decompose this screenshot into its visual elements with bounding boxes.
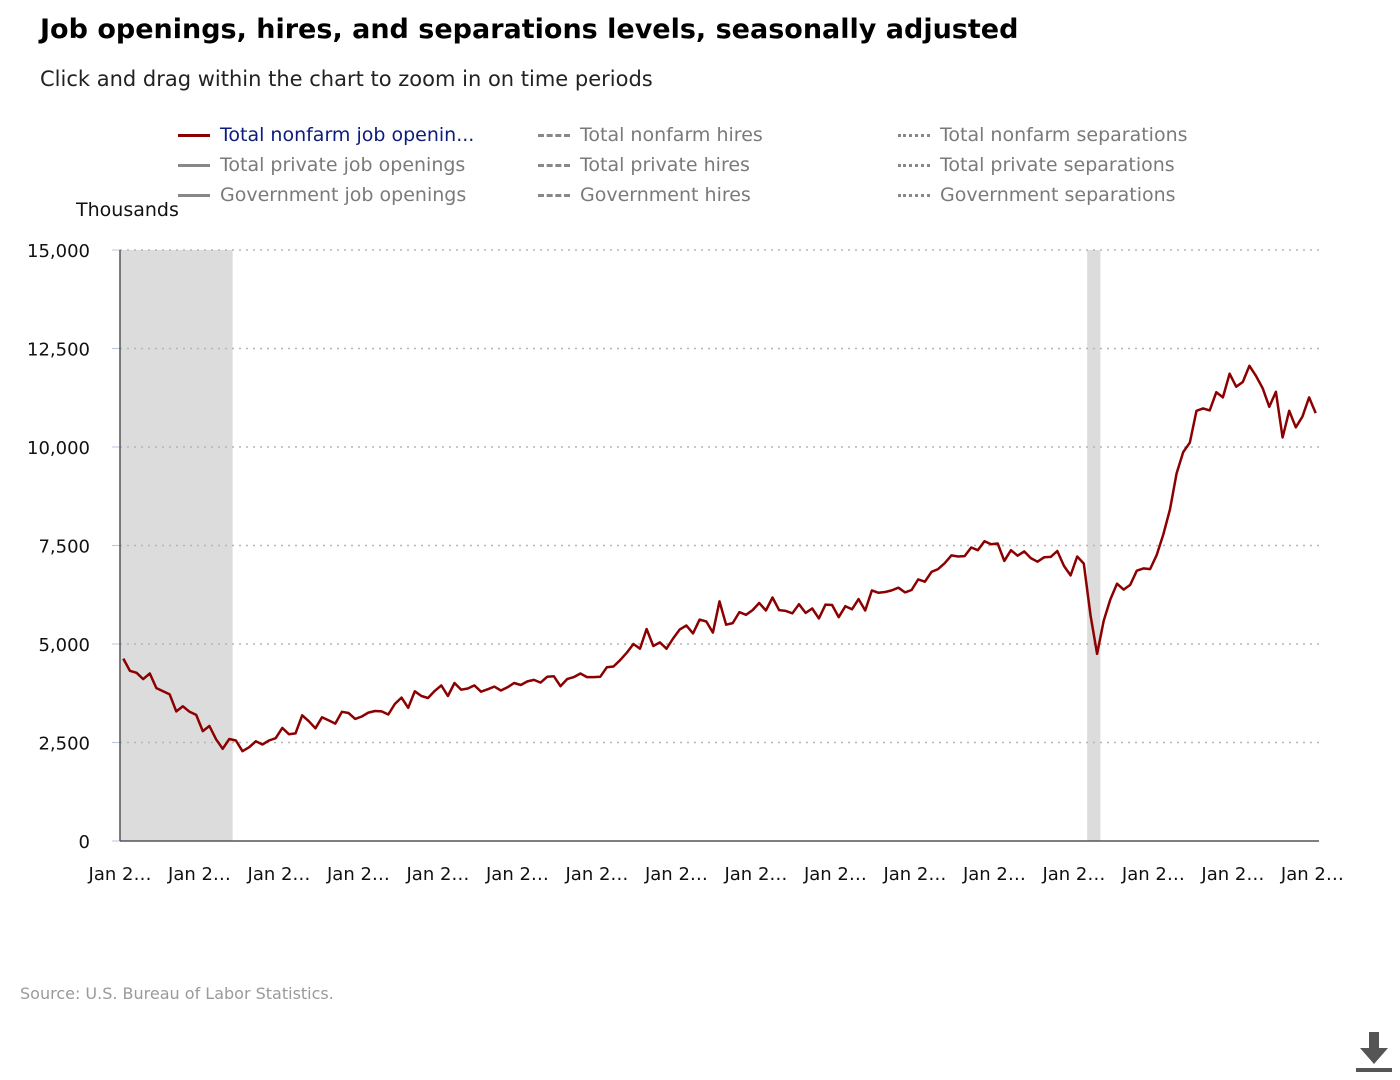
legend-swatch-dashed xyxy=(538,133,570,137)
legend-item-total-private-job-openings[interactable]: Total private job openings xyxy=(178,154,465,176)
x-tick-label: Jan 2… xyxy=(406,864,470,885)
legend-item-total-private-hires[interactable]: Total private hires xyxy=(538,154,750,176)
y-tick-label: 10,000 xyxy=(27,438,90,459)
x-tick-label: Jan 2… xyxy=(723,864,787,885)
legend-label: Government hires xyxy=(580,184,751,206)
x-tick-label: Jan 2… xyxy=(803,864,867,885)
legend-label: Government job openings xyxy=(220,184,467,206)
legend-item-government-separations[interactable]: Government separations xyxy=(898,184,1176,206)
legend-item-government-job-openings[interactable]: Government job openings xyxy=(178,184,466,206)
legend-swatch-solid xyxy=(178,193,210,197)
legend-label: Total nonfarm hires xyxy=(580,124,763,146)
y-tick-label: 12,500 xyxy=(27,340,90,361)
x-tick-label: Jan 2… xyxy=(1280,864,1344,885)
y-tick-label: 0 xyxy=(79,832,90,853)
legend-label: Total private separations xyxy=(940,154,1175,176)
legend-label: Total nonfarm job openin... xyxy=(220,124,475,146)
legend-swatch-dotted xyxy=(898,163,930,167)
legend-swatch-solid xyxy=(178,163,210,167)
legend-label: Total private hires xyxy=(580,154,750,176)
legend-label: Total nonfarm separations xyxy=(940,124,1188,146)
x-tick-label: Jan 2… xyxy=(485,864,549,885)
legend-item-total-nonfarm-hires[interactable]: Total nonfarm hires xyxy=(538,124,763,146)
x-tick-label: Jan 2… xyxy=(1200,864,1264,885)
x-tick-label: Jan 2… xyxy=(1041,864,1105,885)
legend-swatch-dashed xyxy=(538,193,570,197)
y-tick-label: 7,500 xyxy=(38,537,90,558)
series-line-total-nonfarm-job-openings xyxy=(122,364,1317,753)
legend-label: Total private job openings xyxy=(220,154,466,176)
y-tick-label: 2,500 xyxy=(38,734,90,755)
y-tick-label: 5,000 xyxy=(38,635,90,656)
y-tick-label: 15,000 xyxy=(27,241,90,262)
download-icon[interactable] xyxy=(1352,1030,1396,1074)
legend-item-government-hires[interactable]: Government hires xyxy=(538,184,751,206)
x-tick-label: Jan 2… xyxy=(167,864,231,885)
x-tick-label: Jan 2… xyxy=(962,864,1026,885)
legend-item-total-private-separations[interactable]: Total private separations xyxy=(898,154,1175,176)
chart-legend: Total nonfarm job openin... Total nonfar… xyxy=(178,124,1238,220)
x-tick-label: Jan 2… xyxy=(247,864,311,885)
download-arrow-icon xyxy=(1356,1032,1392,1072)
chart-subtitle: Click and drag within the chart to zoom … xyxy=(40,67,653,91)
x-tick-label: Jan 2… xyxy=(882,864,946,885)
x-tick-label: Jan 2… xyxy=(326,864,390,885)
legend-item-total-nonfarm-separations[interactable]: Total nonfarm separations xyxy=(898,124,1188,146)
x-tick-label: Jan 2… xyxy=(1121,864,1185,885)
x-tick-label: Jan 2… xyxy=(88,864,152,885)
x-tick-label: Jan 2… xyxy=(644,864,708,885)
legend-swatch-dotted xyxy=(898,133,930,137)
legend-item-total-nonfarm-job-openings[interactable]: Total nonfarm job openin... xyxy=(178,124,474,146)
x-tick-label: Jan 2… xyxy=(564,864,628,885)
source-note: Source: U.S. Bureau of Labor Statistics. xyxy=(20,984,334,1003)
legend-swatch-dotted xyxy=(898,193,930,197)
y-axis-label: Thousands xyxy=(76,199,179,221)
chart-title: Job openings, hires, and separations lev… xyxy=(40,14,1019,45)
legend-label: Government separations xyxy=(940,184,1176,206)
legend-swatch-dashed xyxy=(538,163,570,167)
chart-area[interactable]: 0 2,500 5,000 7,500 10,000 12,500 15,000 Jan 2…… xyxy=(0,0,1400,960)
legend-swatch-solid xyxy=(178,133,210,137)
